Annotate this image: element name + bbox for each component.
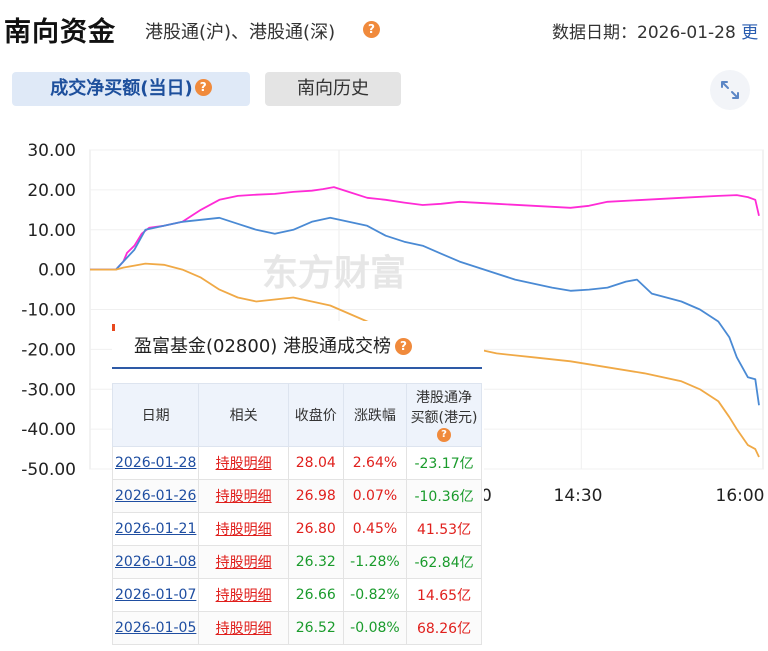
series-line-0 bbox=[90, 186, 760, 271]
x-tick-label: 16:00 bbox=[716, 486, 765, 506]
col-change: 涨跌幅 bbox=[342, 383, 408, 447]
row-close: 26.52 bbox=[287, 611, 344, 645]
row-close: 26.66 bbox=[287, 578, 344, 612]
table-row: 2026-01-21 持股明细 26.80 0.45% 41.53亿 bbox=[111, 512, 482, 546]
row-holding-link[interactable]: 持股明细 bbox=[198, 578, 289, 612]
y-tick-label: -40.00 bbox=[21, 420, 76, 440]
panel-title: 盈富基金(02800) 港股通成交榜? bbox=[134, 332, 413, 358]
y-tick-label: 20.00 bbox=[27, 181, 76, 201]
ranking-table: 日期 相关 收盘价 涨跌幅 港股通净买额(港元)? 2026-01-28 持股明细… bbox=[111, 383, 482, 645]
y-tick-label: -50.00 bbox=[21, 460, 76, 480]
ranking-panel: 盈富基金(02800) 港股通成交榜? 日期 相关 收盘价 涨跌幅 港股通净买额… bbox=[111, 321, 484, 651]
col-date: 日期 bbox=[111, 383, 200, 447]
watermark: 东方财富 bbox=[262, 252, 406, 294]
row-net-buy: -10.36亿 bbox=[406, 479, 482, 513]
series-line-1 bbox=[90, 216, 760, 406]
row-change: -1.28% bbox=[342, 545, 408, 579]
row-holding-link[interactable]: 持股明细 bbox=[198, 512, 289, 546]
page-title: 南向资金 bbox=[4, 17, 116, 48]
row-net-buy: 41.53亿 bbox=[406, 512, 482, 546]
row-net-buy: -62.84亿 bbox=[406, 545, 482, 579]
y-tick-label: 10.00 bbox=[27, 221, 76, 241]
col-related: 相关 bbox=[198, 383, 289, 447]
expand-icon bbox=[721, 81, 739, 99]
y-tick-label: -30.00 bbox=[21, 380, 76, 400]
row-date[interactable]: 2026-01-28 bbox=[111, 446, 200, 480]
row-date[interactable]: 2026-01-07 bbox=[111, 578, 200, 612]
tab-net-buy-today[interactable]: 成交净买额(当日)? bbox=[12, 72, 250, 106]
table-row: 2026-01-28 持股明细 28.04 2.64% -23.17亿 bbox=[111, 446, 482, 480]
table-row: 2026-01-08 持股明细 26.32 -1.28% -62.84亿 bbox=[111, 545, 482, 579]
x-tick-label: 14:30 bbox=[554, 486, 603, 506]
help-icon[interactable]: ? bbox=[194, 79, 212, 96]
y-tick-label: 0.00 bbox=[38, 261, 76, 281]
row-change: -0.08% bbox=[342, 611, 408, 645]
row-change: 0.07% bbox=[342, 479, 408, 513]
col-close: 收盘价 bbox=[287, 383, 344, 447]
row-net-buy: 14.65亿 bbox=[406, 578, 482, 612]
col-net-buy: 港股通净买额(港元)? bbox=[406, 383, 482, 447]
row-holding-link[interactable]: 持股明细 bbox=[198, 446, 289, 480]
row-close: 28.04 bbox=[287, 446, 344, 480]
x-tick-label-partial: 0 bbox=[481, 486, 492, 506]
row-holding-link[interactable]: 持股明细 bbox=[198, 479, 289, 513]
page-subtitle: 港股通(沪)、港股通(深) bbox=[145, 22, 336, 43]
panel-rule bbox=[112, 367, 482, 369]
data-date: 数据日期：2026-01-28 更 bbox=[552, 18, 758, 43]
table-row: 2026-01-07 持股明细 26.66 -0.82% 14.65亿 bbox=[111, 578, 482, 612]
tab-southbound-history[interactable]: 南向历史 bbox=[265, 72, 401, 106]
y-tick-label: -20.00 bbox=[21, 340, 76, 360]
col-net-buy-label: 港股通净买额(港元) bbox=[410, 390, 478, 426]
row-holding-link[interactable]: 持股明细 bbox=[198, 545, 289, 579]
row-date[interactable]: 2026-01-05 bbox=[111, 611, 200, 645]
row-change: -0.82% bbox=[342, 578, 408, 612]
data-date-text: 数据日期：2026-01-28 bbox=[552, 23, 736, 43]
help-icon[interactable]: ? bbox=[395, 337, 413, 355]
y-tick-label: -10.00 bbox=[21, 301, 76, 321]
row-close: 26.32 bbox=[287, 545, 344, 579]
help-icon[interactable]: ? bbox=[437, 428, 452, 442]
row-net-buy: -23.17亿 bbox=[406, 446, 482, 480]
panel-title-text: 盈富基金(02800) 港股通成交榜 bbox=[134, 336, 392, 357]
page-header: 南向资金 港股通(沪)、港股通(深) ? 数据日期：2026-01-28 更 bbox=[0, 0, 768, 60]
row-close: 26.80 bbox=[287, 512, 344, 546]
table-header-row: 日期 相关 收盘价 涨跌幅 港股通净买额(港元)? bbox=[111, 383, 482, 447]
row-holding-link[interactable]: 持股明细 bbox=[198, 611, 289, 645]
fullscreen-button[interactable] bbox=[710, 70, 750, 110]
row-change: 2.64% bbox=[342, 446, 408, 480]
row-net-buy: 68.26亿 bbox=[406, 611, 482, 645]
row-close: 26.98 bbox=[287, 479, 344, 513]
row-date[interactable]: 2026-01-08 bbox=[111, 545, 200, 579]
table-row: 2026-01-05 持股明细 26.52 -0.08% 68.26亿 bbox=[111, 611, 482, 645]
more-link[interactable]: 更 bbox=[741, 23, 759, 43]
help-icon[interactable]: ? bbox=[363, 21, 380, 38]
y-tick-label: 30.00 bbox=[27, 141, 76, 161]
row-date[interactable]: 2026-01-26 bbox=[111, 479, 200, 513]
tab-southbound-history-label: 南向历史 bbox=[297, 78, 369, 99]
row-change: 0.45% bbox=[342, 512, 408, 546]
row-date[interactable]: 2026-01-21 bbox=[111, 512, 200, 546]
tab-net-buy-today-label: 成交净买额(当日) bbox=[50, 78, 193, 99]
panel-marker bbox=[112, 324, 115, 331]
table-row: 2026-01-26 持股明细 26.98 0.07% -10.36亿 bbox=[111, 479, 482, 513]
